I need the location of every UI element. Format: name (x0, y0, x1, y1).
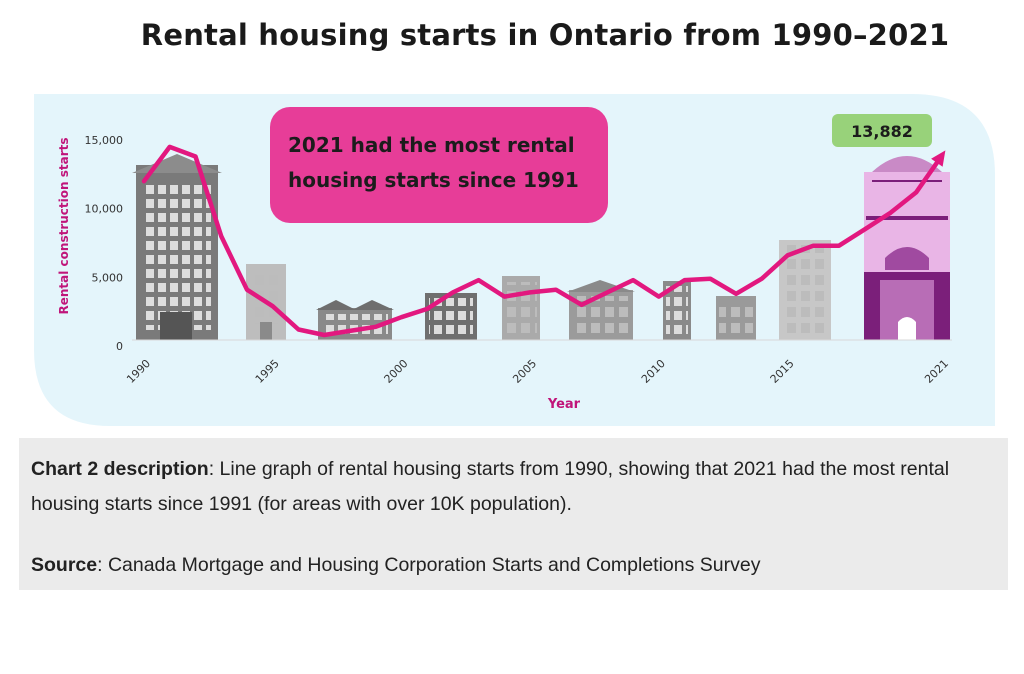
source-label: Source (31, 554, 98, 576)
building-icon (502, 276, 540, 340)
building-icon (132, 154, 222, 340)
y-tick-label: 5,000 (92, 271, 124, 284)
description-label: Chart 2 description (31, 458, 209, 480)
callout-line: housing starts since 1991 (288, 168, 579, 192)
building-icon (716, 296, 756, 340)
value-badge: 13,882 (832, 114, 932, 147)
source-text: : Canada Mortgage and Housing Corporatio… (97, 554, 761, 576)
y-tick-label: 15,000 (85, 134, 124, 147)
y-tick-label: 0 (116, 340, 123, 353)
page-title: Rental housing starts in Ontario from 19… (140, 18, 950, 52)
building-icon (567, 280, 635, 340)
line-end-arrow (931, 150, 946, 167)
callout-text: 2021 had the most rental housing starts s… (288, 133, 579, 192)
building-icon (779, 240, 831, 340)
chart-source: Source: Canada Mortgage and Housing Corp… (31, 548, 996, 583)
building-icon (425, 293, 477, 340)
x-axis-label: Year (547, 397, 581, 412)
series-line (141, 144, 945, 338)
building-icon (864, 156, 950, 340)
description-text: : Line graph of rental housing starts fr… (31, 458, 950, 515)
value-label: 13,882 (851, 122, 913, 141)
building-icons (132, 154, 950, 340)
chart-description: Chart 2 description: Line graph of renta… (31, 452, 996, 522)
description-box: Chart 2 description: Line graph of renta… (19, 438, 1008, 590)
y-tick-label: 10,000 (85, 203, 124, 216)
y-axis-label: Rental construction starts (57, 138, 71, 315)
line-chart: Rental construction starts 0 5,000 10,000 1… (34, 94, 995, 426)
callout-line: 2021 had the most rental (288, 133, 575, 157)
callout-box: 2021 had the most rental housing starts s… (270, 107, 608, 223)
